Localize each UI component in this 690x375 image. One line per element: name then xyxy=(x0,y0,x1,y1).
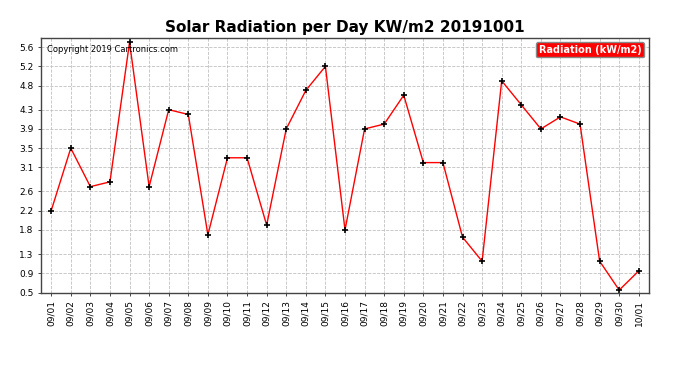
Title: Solar Radiation per Day KW/m2 20191001: Solar Radiation per Day KW/m2 20191001 xyxy=(165,20,525,35)
Text: Copyright 2019 Cartronics.com: Copyright 2019 Cartronics.com xyxy=(48,45,179,54)
Legend: Radiation (kW/m2): Radiation (kW/m2) xyxy=(536,42,644,57)
